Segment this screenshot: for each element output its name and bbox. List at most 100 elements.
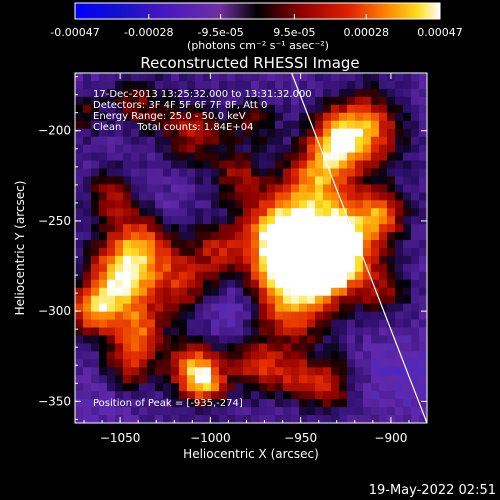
- heatmap-cell: [211, 415, 220, 423]
- heatmap-cell: [203, 327, 212, 337]
- heatmap-cell: [339, 279, 348, 289]
- heatmap-cell: [155, 303, 164, 313]
- heatmap-cell: [355, 80, 364, 90]
- heatmap-cell: [203, 407, 212, 416]
- heatmap-cell: [371, 136, 380, 146]
- heatmap-cell: [339, 255, 348, 265]
- heatmap-cell: [179, 128, 188, 138]
- heatmap-cell: [259, 80, 268, 90]
- heatmap-cell: [339, 160, 348, 170]
- heatmap-cell: [315, 232, 324, 241]
- heatmap-cell: [339, 335, 348, 345]
- heatmap-cell: [75, 351, 84, 360]
- heatmap-cell: [323, 176, 332, 185]
- heatmap-cell: [395, 248, 404, 257]
- heatmap-cell: [339, 295, 348, 305]
- solar-limb-line: [291, 73, 427, 423]
- heatmap-cell: [99, 271, 108, 281]
- heatmap-cell: [403, 176, 412, 185]
- heatmap-cell: [227, 311, 236, 321]
- heatmap-cell: [171, 327, 180, 337]
- heatmap-cell: [203, 104, 212, 114]
- heatmap-cell: [315, 184, 324, 193]
- heatmap-cell: [347, 383, 356, 392]
- heatmap-cell: [179, 399, 188, 408]
- heatmap-cell: [291, 271, 300, 281]
- heatmap-cell: [315, 112, 324, 122]
- heatmap-cell: [339, 343, 348, 352]
- heatmap-cell: [283, 327, 292, 337]
- heatmap-cell: [395, 232, 404, 241]
- heatmap-cell: [187, 240, 196, 249]
- heatmap-cell: [275, 415, 284, 423]
- heatmap-cell: [275, 128, 284, 138]
- heatmap-cell: [411, 351, 420, 360]
- heatmap-cell: [323, 271, 332, 281]
- heatmap-cell: [235, 255, 244, 265]
- heatmap-cell: [227, 192, 236, 201]
- heatmap-cell: [275, 255, 284, 265]
- heatmap-cell: [259, 383, 268, 392]
- heatmap-cell: [171, 160, 180, 170]
- heatmap-cell: [259, 327, 268, 337]
- heatmap-cell: [315, 311, 324, 321]
- heatmap-cell: [243, 168, 252, 177]
- heatmap-cell: [275, 335, 284, 345]
- heatmap-cell: [99, 200, 108, 209]
- heatmap-cell: [243, 144, 252, 154]
- heatmap-cell: [83, 415, 92, 423]
- heatmap-cell: [179, 343, 188, 352]
- heatmap-cell: [187, 367, 196, 376]
- heatmap-cell: [131, 152, 140, 162]
- heatmap-cell: [211, 80, 220, 90]
- heatmap-cell: [283, 263, 292, 273]
- heatmap-cell: [99, 224, 108, 233]
- heatmap-cell: [219, 224, 228, 233]
- heatmap-cell: [147, 120, 156, 130]
- heatmap-cell: [155, 367, 164, 376]
- heatmap-cell: [91, 176, 100, 185]
- heatmap-cell: [123, 287, 132, 297]
- heatmap-cell: [419, 367, 427, 376]
- heatmap-cell: [395, 311, 404, 321]
- heatmap-cell: [235, 248, 244, 257]
- heatmap-cell: [355, 96, 364, 106]
- heatmap-cell: [195, 176, 204, 185]
- heatmap-cell: [171, 375, 180, 384]
- heatmap-cell: [171, 287, 180, 297]
- heatmap-cell: [363, 112, 372, 122]
- heatmap-cell: [291, 192, 300, 201]
- heatmap-cell: [323, 399, 332, 408]
- heatmap-cell: [195, 96, 204, 106]
- heatmap-cell: [155, 152, 164, 162]
- heatmap-cell: [339, 327, 348, 337]
- heatmap-cell: [379, 96, 388, 106]
- heatmap-cell: [115, 303, 124, 313]
- heatmap-cell: [331, 88, 340, 98]
- heatmap-cell: [419, 224, 427, 233]
- heatmap-cell: [387, 351, 396, 360]
- heatmap-cell: [379, 327, 388, 337]
- heatmap-cell: [331, 359, 340, 368]
- heatmap-cell: [123, 232, 132, 241]
- heatmap-cell: [299, 279, 308, 289]
- heatmap-cell: [259, 200, 268, 209]
- heatmap-cell: [139, 263, 148, 273]
- heatmap-cell: [91, 144, 100, 154]
- heatmap-cell: [163, 144, 172, 154]
- heatmap-cell: [339, 128, 348, 138]
- heatmap-cell: [371, 240, 380, 249]
- heatmap-cell: [419, 383, 427, 392]
- colorbar: -0.00047 -0.00028 -9.5e-05 9.5e-05 0.00028 0.…: [50, 2, 463, 52]
- heatmap-cell: [299, 80, 308, 90]
- heatmap-cell: [107, 144, 116, 154]
- heatmap-cell: [363, 399, 372, 408]
- heatmap-cell: [155, 295, 164, 305]
- heatmap-cell: [395, 351, 404, 360]
- heatmap-cell: [251, 407, 260, 416]
- heatmap-cell: [179, 407, 188, 416]
- heatmap-cell: [387, 96, 396, 106]
- heatmap-cell: [123, 104, 132, 114]
- heatmap-cell: [115, 176, 124, 185]
- heatmap-cell: [219, 303, 228, 313]
